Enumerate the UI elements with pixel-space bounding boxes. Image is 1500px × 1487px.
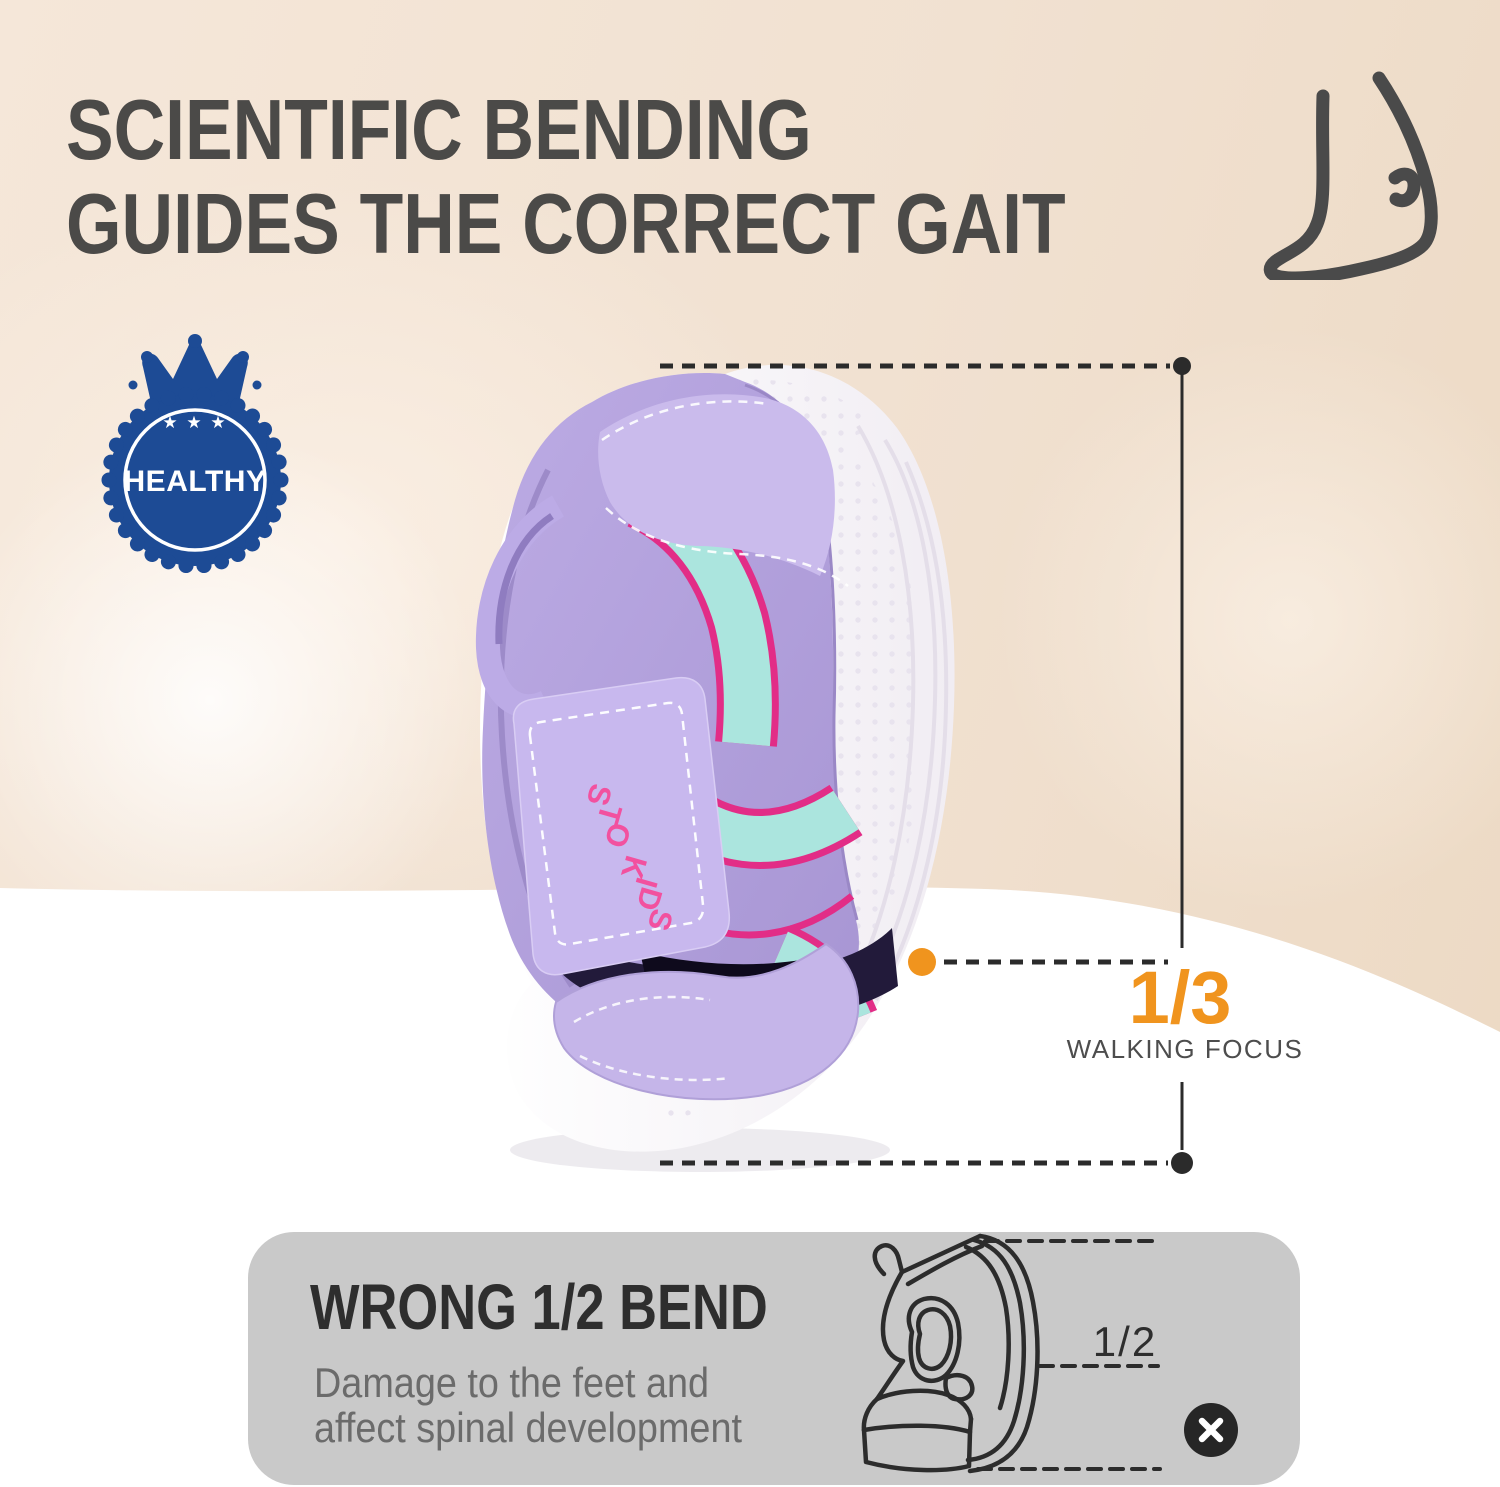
three-stars-icon: ★ ★ ★ (162, 413, 227, 432)
seal-inner-ring (123, 408, 267, 552)
sketch-toe-top (874, 1388, 974, 1422)
sketch-opening-inner (915, 1307, 954, 1371)
sketch-toe-sole-line (861, 1416, 974, 1435)
toe-stitching-top (573, 995, 711, 1024)
sketch-sole-inner-2 (963, 1244, 1011, 1411)
heel-pull-loop (475, 495, 565, 719)
crown-ball-left (141, 351, 153, 363)
warning-card: WRONG 1/2 BEND Damage to the feet and af… (248, 1232, 1300, 1485)
sketch-sole-inner-1 (965, 1237, 1027, 1463)
velcro-strap (512, 676, 731, 976)
foot-outline (1263, 71, 1438, 280)
toe-box (553, 942, 860, 1101)
foot-icon (1263, 71, 1438, 280)
heel-panel-stitching-top (601, 400, 769, 442)
crown-ball-center (188, 334, 202, 348)
sketch-sole-outer (967, 1233, 1040, 1474)
sole-groove-3 (874, 461, 949, 1001)
x-mark-glyph (1198, 1417, 1224, 1443)
toe-stitching-bottom (579, 1054, 731, 1082)
page-title: SCIENTIFIC BENDING GUIDES THE CORRECT GA… (66, 84, 1066, 272)
orange-focus-dot (908, 948, 936, 976)
page-title-line-2: GUIDES THE CORRECT GAIT (66, 177, 1066, 272)
sketch-heel-loop (872, 1243, 905, 1277)
warning-card-description-line-1: Damage to the feet and (314, 1359, 710, 1406)
strap-stitching (528, 701, 705, 946)
warning-card-description-line-2: affect spinal development (314, 1404, 742, 1451)
heel-pull-loop-shade (495, 513, 554, 645)
half-bend-label: 1/2 (1092, 1318, 1158, 1365)
ankle-bone-mark (1388, 167, 1421, 208)
crown-icon (142, 341, 248, 407)
crown-ball-right (237, 351, 249, 363)
warning-card-title: WRONG 1/2 BEND (310, 1271, 768, 1343)
sketch-opening-outer (906, 1295, 962, 1384)
sketch-toe-sole-outer (861, 1427, 973, 1473)
dimension-dot-bottom (1171, 1152, 1193, 1174)
page-title-line-1: SCIENTIFIC BENDING (66, 83, 812, 178)
sketch-heel-top-edge (899, 1233, 983, 1275)
seal-disc (109, 394, 281, 566)
sketch-front-edge (874, 1269, 906, 1402)
x-mark-icon (1184, 1403, 1238, 1457)
sketch-toe-left-edge (861, 1396, 880, 1433)
sole-groove-1 (866, 438, 938, 991)
badge-label: HEALTHY (124, 465, 267, 498)
heel-panel-stitching-bottom (605, 507, 849, 587)
crown-ball-outer-right (252, 380, 262, 390)
healthy-badge: ★ ★ ★ HEALTHY (101, 334, 289, 574)
walking-focus-fraction: 1/3 (1128, 956, 1232, 1039)
dimension-dot-top (1173, 357, 1191, 375)
seal-scalloped-rim (101, 386, 289, 574)
walking-focus-caption: WALKING FOCUS (1066, 1034, 1304, 1064)
warning-card-description: Damage to the feet and affect spinal dev… (314, 1360, 742, 1450)
crown-ball-outer-left (128, 380, 138, 390)
heel-leather-panel (598, 394, 835, 576)
sole-groove-2 (847, 424, 916, 993)
